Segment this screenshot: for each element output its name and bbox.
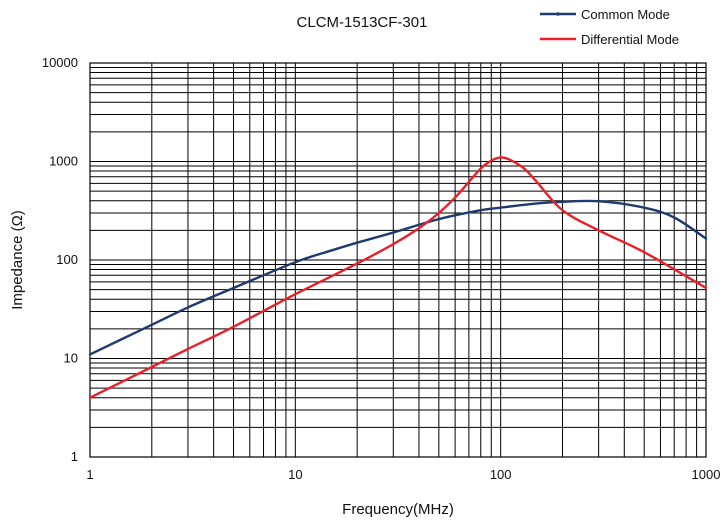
y-tick-label: 1000 [49, 154, 78, 169]
legend-label-differential-mode: Differential Mode [581, 32, 679, 47]
series-line-common-mode [88, 199, 708, 356]
y-tick-label: 100 [56, 252, 78, 267]
chart-title: CLCM-1513CF-301 [297, 14, 428, 31]
x-tick-label: 1000 [692, 467, 721, 482]
plot-frame [89, 62, 707, 458]
legend-marker-common-mode [556, 12, 560, 16]
y-tick-label: 10 [64, 351, 78, 366]
series [88, 156, 708, 399]
tick-labels: 1 10 100 1000 1 10 100 1000 10000 [42, 55, 721, 482]
grid [89, 62, 707, 458]
x-tick-label: 10 [288, 467, 302, 482]
y-axis-label: Impedance (Ω) [9, 210, 26, 310]
legend-label-common-mode: Common Mode [581, 7, 670, 22]
y-tick-label: 10000 [42, 55, 78, 70]
y-tick-label: 1 [71, 449, 78, 464]
legend: Common Mode Differential Mode [540, 7, 679, 47]
x-tick-label: 1 [86, 467, 93, 482]
series-line-differential-mode [88, 156, 708, 399]
x-axis-label: Frequency(MHz) [342, 501, 454, 518]
x-tick-label: 100 [490, 467, 512, 482]
